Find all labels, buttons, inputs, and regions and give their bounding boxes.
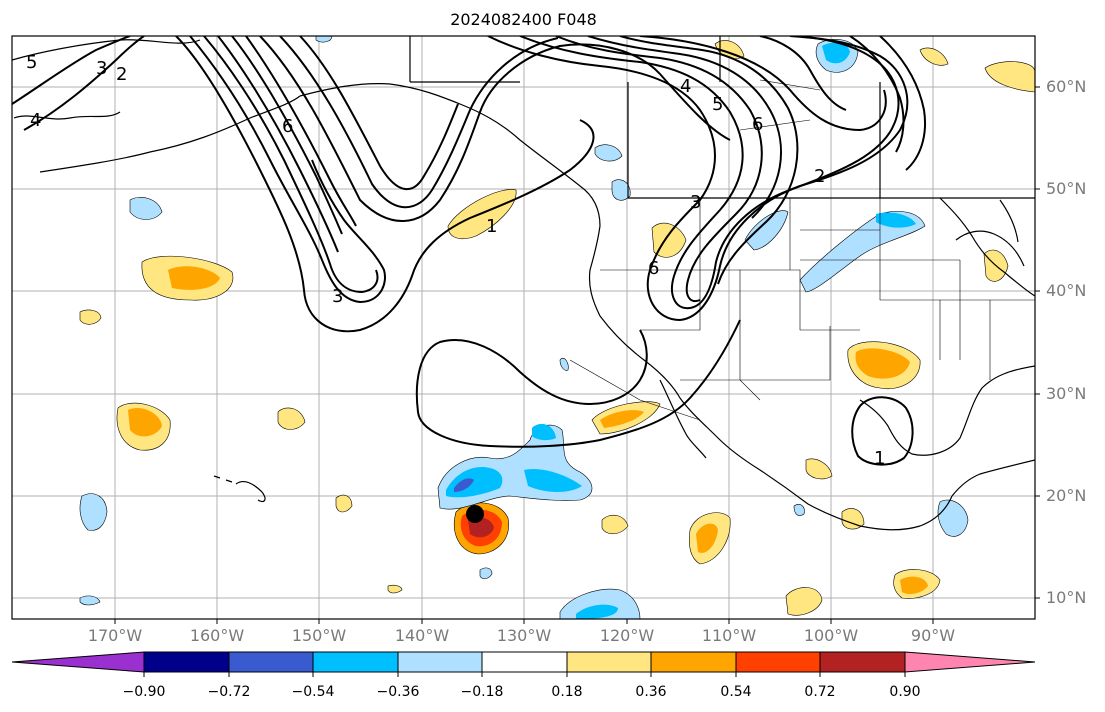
colorbar-segment xyxy=(650,651,737,673)
colorbar-segment xyxy=(904,651,1036,673)
contour-label: 1 xyxy=(486,216,497,237)
contour-label: 6 xyxy=(282,116,293,137)
lat-label: 20°N xyxy=(1046,486,1087,505)
colorbar-segment xyxy=(11,651,145,673)
colorbar-segment xyxy=(312,651,399,673)
colorbar-tick-label: 0.54 xyxy=(720,684,752,700)
lon-label: 100°W xyxy=(803,626,859,645)
colorbar-segment xyxy=(819,651,906,673)
colorbar-segment xyxy=(481,651,568,673)
colorbar-tick-label: −0.18 xyxy=(460,684,504,700)
coastlines xyxy=(12,36,1035,531)
axis-ticks xyxy=(114,86,1040,624)
storm-center-marker xyxy=(466,505,484,523)
anomaly-shading xyxy=(79,36,1035,619)
colorbar-tick-label: −0.36 xyxy=(376,684,420,700)
contour-label: 3 xyxy=(690,192,701,213)
contour-label: 6 xyxy=(648,258,659,279)
colorbar-tick-label: −0.72 xyxy=(207,684,251,700)
contour-label: 2 xyxy=(116,64,127,85)
lat-label: 60°N xyxy=(1046,77,1087,96)
colorbar-segment xyxy=(566,651,652,673)
colorbar-tick-label: −0.54 xyxy=(291,684,335,700)
lon-label: 170°W xyxy=(87,626,143,645)
colorbar-ticks xyxy=(143,672,906,677)
colorbar-segment xyxy=(397,651,483,673)
lon-label: 110°W xyxy=(701,626,757,645)
lat-label: 50°N xyxy=(1046,179,1087,198)
contour-label-group: 5 3 2 4 6 3 1 4 5 6 2 3 6 1 xyxy=(26,52,885,469)
state-borders xyxy=(569,79,1035,421)
lon-label: 140°W xyxy=(394,626,450,645)
contour-lines xyxy=(12,36,926,466)
colorbar-tick-label: 0.18 xyxy=(551,684,583,700)
contour-label: 3 xyxy=(332,286,343,307)
colorbar-tick-label: −0.90 xyxy=(122,684,166,700)
lat-label: 30°N xyxy=(1046,384,1087,403)
contour-label: 1 xyxy=(874,448,885,469)
lon-label: 130°W xyxy=(496,626,552,645)
lon-label: 150°W xyxy=(291,626,347,645)
colorbar-tick-label: 0.72 xyxy=(804,684,836,700)
colorbar xyxy=(11,651,1036,673)
colorbar-segment xyxy=(735,651,821,673)
colorbar-tick-label: 0.36 xyxy=(635,684,667,700)
lon-label: 90°W xyxy=(910,626,956,645)
colorbar-segment xyxy=(228,651,314,673)
lat-label: 40°N xyxy=(1046,281,1087,300)
lon-label: 120°W xyxy=(599,626,655,645)
colorbar-segment xyxy=(143,651,230,673)
map-title: 2024082400 F048 xyxy=(450,10,597,29)
contour-label: 5 xyxy=(712,94,723,115)
lon-label: 160°W xyxy=(189,626,245,645)
colorbar-tick-label: 0.90 xyxy=(889,684,921,700)
contour-label: 2 xyxy=(814,166,825,187)
contour-label: 4 xyxy=(680,76,691,97)
contour-label: 3 xyxy=(96,58,107,79)
contour-label: 6 xyxy=(752,114,763,135)
contour-label: 4 xyxy=(30,110,41,131)
contour-label: 5 xyxy=(26,52,37,73)
lat-label: 10°N xyxy=(1046,588,1087,607)
